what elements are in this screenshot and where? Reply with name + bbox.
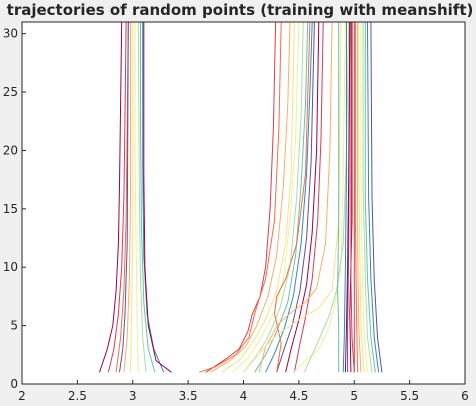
trajectory-line-34 [357, 22, 362, 373]
trajectory-line-21 [285, 21, 320, 373]
trajectory-line-22 [293, 21, 324, 373]
trajectory-line-6 [134, 22, 139, 373]
y-tick-label-3: 10 [3, 260, 18, 274]
plot-area [22, 22, 465, 384]
trajectory-line-26 [292, 21, 346, 373]
trajectory-line-11 [143, 22, 172, 373]
x-tick-label-6: 4.5 [289, 389, 308, 403]
trajectory-line-40 [370, 21, 383, 373]
trajectory-line-1 [99, 21, 123, 373]
y-tick-label-5: 20 [3, 143, 18, 157]
trajectory-line-29 [342, 22, 347, 373]
y-tick-label-6: 25 [3, 85, 18, 99]
trajectory-line-8 [140, 22, 156, 373]
x-tick-label-3: 3 [129, 389, 137, 403]
x-tick-label-7: 5 [350, 389, 358, 403]
x-tick-label-8: 5.5 [400, 389, 419, 403]
trajectory-line-41 [344, 21, 351, 373]
trajectory-line-14 [210, 21, 291, 373]
trajectory-line-20 [276, 21, 315, 373]
y-tick-label-4: 15 [3, 202, 18, 216]
trajectory-line-25 [243, 21, 342, 373]
x-tick-label-9: 6 [461, 389, 469, 403]
trajectory-line-37 [362, 22, 373, 373]
trajectory-line-16 [232, 21, 300, 373]
trajectory-line-38 [364, 22, 376, 373]
y-tick-label-2: 5 [10, 319, 18, 333]
trajectory-line-4 [123, 22, 131, 373]
series-layer [99, 21, 383, 373]
trajectory-line-5 [130, 22, 134, 373]
trajectory-line-19 [265, 21, 313, 373]
trajectory-line-42 [350, 22, 355, 373]
trajectory-line-12 [205, 21, 277, 373]
trajectory-line-27 [303, 21, 350, 373]
trajectory-line-18 [254, 21, 309, 373]
x-tick-label-4: 3.5 [179, 389, 198, 403]
trajectory-line-35 [358, 22, 365, 373]
x-axis: 2 2.5 3 3.5 4 4.5 5 5.5 6 [18, 380, 469, 403]
trajectory-line-10 [119, 21, 129, 373]
trajectory-line-33 [354, 22, 359, 373]
x-tick-label-1: 2 [18, 389, 26, 403]
trajectory-line-2 [107, 21, 127, 373]
trajectory-line-15 [221, 21, 295, 373]
y-tick-label-1: 0 [10, 377, 18, 391]
chart-title: trajectories of random points (training … [7, 1, 474, 19]
x-tick-label-5: 4 [240, 389, 248, 403]
trajectory-line-36 [360, 22, 368, 373]
trajectory-line-39 [367, 21, 380, 373]
trajectory-line-28 [337, 22, 340, 373]
trajectory-line-23 [273, 21, 311, 373]
y-axis: 0 5 10 15 20 25 30 [3, 27, 26, 391]
trajectory-line-24 [258, 21, 333, 373]
trajectory-line-7 [137, 21, 147, 373]
x-tick-label-2: 2.5 [68, 389, 87, 403]
y-tick-label-7: 30 [3, 27, 18, 41]
trajectory-line-13 [199, 21, 282, 373]
